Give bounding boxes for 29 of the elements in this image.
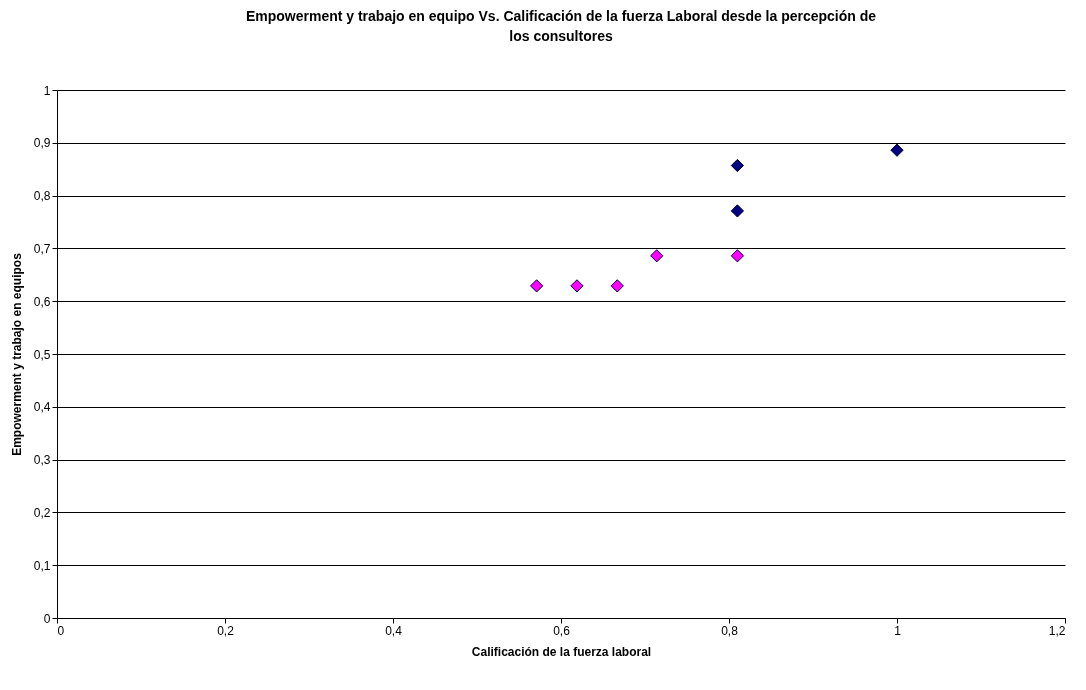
y-tick-label: 0,2 — [33, 505, 51, 520]
y-tick-label: 0,7 — [33, 241, 51, 256]
point — [730, 204, 745, 218]
y-tick-label: 0,1 — [33, 558, 51, 573]
x-tick-label: 0,4 — [385, 623, 403, 638]
point — [890, 143, 904, 157]
point — [610, 279, 624, 293]
x-tick-label: 0 — [57, 623, 65, 638]
chart-title: Empowerment y trabajo en equipo Vs. Calificación de la fuerza Laboral desde la percepción de los consultores — [245, 8, 877, 44]
x-tick-label: 1,2 — [1048, 623, 1066, 638]
point — [650, 249, 664, 263]
y-tick-label: 0 — [43, 611, 51, 626]
y-axis-title: Empowerment y trabajo en equipos — [9, 252, 24, 456]
x-axis-title: Calificación de la fuerza laboral — [471, 644, 652, 659]
y-tick-label: 0,4 — [33, 400, 51, 415]
y-tick-label: 0,9 — [33, 136, 51, 151]
x-tick-label: 0,6 — [553, 623, 571, 638]
x-tick-label: 0,2 — [217, 623, 235, 638]
x-tick-label: 0,8 — [721, 623, 739, 638]
point — [730, 249, 745, 263]
y-tick-label: 0,8 — [33, 189, 51, 204]
y-tick-label: 0,6 — [33, 294, 51, 309]
point — [570, 279, 584, 293]
point — [730, 158, 745, 173]
y-tick-label: 0,3 — [33, 453, 51, 468]
x-tick-label: 1 — [894, 623, 902, 638]
y-tick-label: 1 — [43, 83, 51, 98]
point — [530, 279, 544, 293]
y-tick-label: 0,5 — [33, 347, 51, 362]
